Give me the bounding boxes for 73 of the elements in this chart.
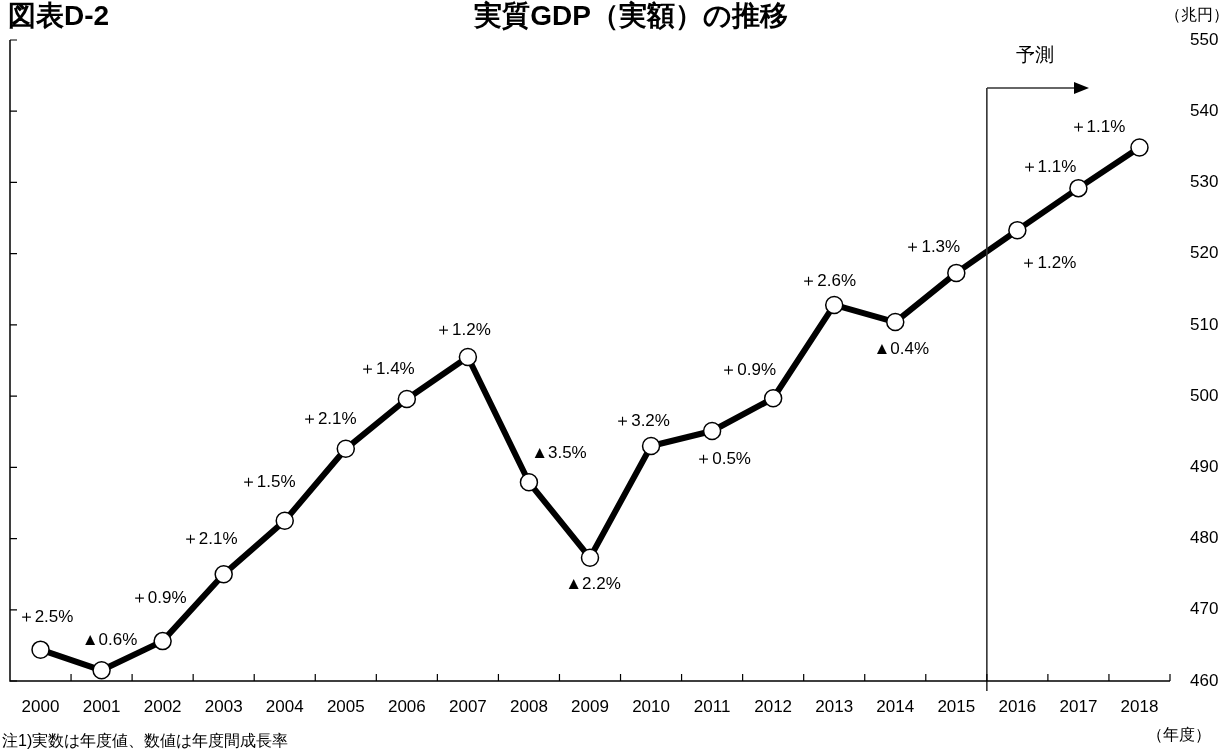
- annotation: ▲2.2%: [565, 574, 621, 594]
- point: [275, 511, 294, 530]
- x-tick-label: 2006: [387, 696, 426, 716]
- annotation: ▲0.6%: [81, 630, 138, 649]
- annotation: ＋3.2%: [614, 410, 670, 430]
- x-tick-label: 2007: [448, 696, 487, 716]
- annotation: ＋1.2%: [435, 319, 491, 339]
- point: [336, 439, 356, 459]
- annotation: ＋2.1%: [300, 408, 357, 428]
- annotation: ＋1.5%: [239, 472, 296, 492]
- x-tick-label: 2016: [998, 696, 1037, 716]
- annotation: ＋0.9%: [130, 587, 187, 607]
- annotation: ＋1.3%: [904, 236, 961, 256]
- point: [92, 661, 111, 680]
- chart-title: 実質GDP（実額）の推移: [474, 0, 788, 33]
- point: [886, 312, 905, 332]
- point: [947, 263, 966, 283]
- point: [641, 436, 661, 456]
- text: 注1)実数は年度値、数値は年度間成長率: [2, 732, 289, 751]
- annotation: ＋1.2%: [1020, 252, 1077, 272]
- y-tick-label: 500: [1190, 385, 1219, 405]
- point: [519, 473, 539, 492]
- point: [763, 389, 783, 408]
- point: [397, 389, 417, 409]
- annotation: ＋2.6%: [800, 270, 857, 290]
- point: [580, 548, 600, 568]
- x-tick-label: 2011: [693, 696, 731, 716]
- x-tick-label: 2002: [143, 696, 182, 716]
- annotation: ＋1.1%: [1020, 156, 1077, 176]
- annotation: ＋2.1%: [181, 528, 238, 548]
- annotation: ＋1.1%: [1069, 117, 1126, 137]
- x-tick-label: 2004: [265, 696, 304, 716]
- point: [824, 295, 844, 315]
- point: [31, 640, 50, 659]
- y-tick-label: 460: [1190, 670, 1219, 690]
- x-tick-label: 2003: [204, 696, 243, 716]
- x-tick-label: 2009: [571, 696, 609, 716]
- x-tick-label: 2012: [754, 696, 793, 716]
- y-tick-label: 520: [1190, 243, 1219, 263]
- point: [214, 564, 233, 584]
- annotation: ▲3.5%: [531, 442, 587, 462]
- x-tick-label: 2000: [21, 696, 60, 716]
- y-tick-label: 490: [1190, 457, 1219, 477]
- annotation: ▲0.4%: [873, 338, 930, 358]
- point: [1069, 178, 1088, 198]
- x-tick-label: 2001: [82, 696, 121, 716]
- y-axis-title: （兆円）: [1165, 6, 1229, 25]
- point: [702, 421, 722, 441]
- ref-line-label: 予測: [1015, 44, 1054, 66]
- y-tick-label: 530: [1190, 172, 1219, 192]
- x-tick-label: 2013: [815, 696, 854, 716]
- point: [1008, 220, 1027, 240]
- text: 図表D-2: [8, 0, 110, 33]
- x-tick-label: 2017: [1059, 696, 1098, 716]
- annotation: ＋0.5%: [695, 448, 751, 468]
- y-tick-label: 510: [1190, 314, 1219, 334]
- x-tick-label: 2018: [1120, 696, 1159, 716]
- y-tick-label: 470: [1190, 599, 1219, 619]
- y-tick-label: 480: [1190, 528, 1219, 548]
- x-tick-label: 2008: [510, 696, 548, 716]
- point: [1130, 138, 1149, 157]
- x-tick-label: 2010: [632, 696, 670, 716]
- x-tick-label: 2015: [937, 696, 976, 716]
- x-tick-label: 2005: [326, 696, 365, 716]
- x-axis-title: （年度）: [1147, 726, 1211, 745]
- point: [153, 631, 172, 651]
- y-tick-label: 550: [1190, 29, 1219, 49]
- x-tick-label: 2014: [876, 696, 915, 716]
- point: [458, 347, 478, 367]
- y-tick-label: 540: [1190, 100, 1219, 120]
- annotation: ＋0.9%: [720, 359, 777, 379]
- annotation: ＋1.4%: [358, 358, 415, 378]
- annotation: ＋2.5%: [17, 607, 74, 627]
